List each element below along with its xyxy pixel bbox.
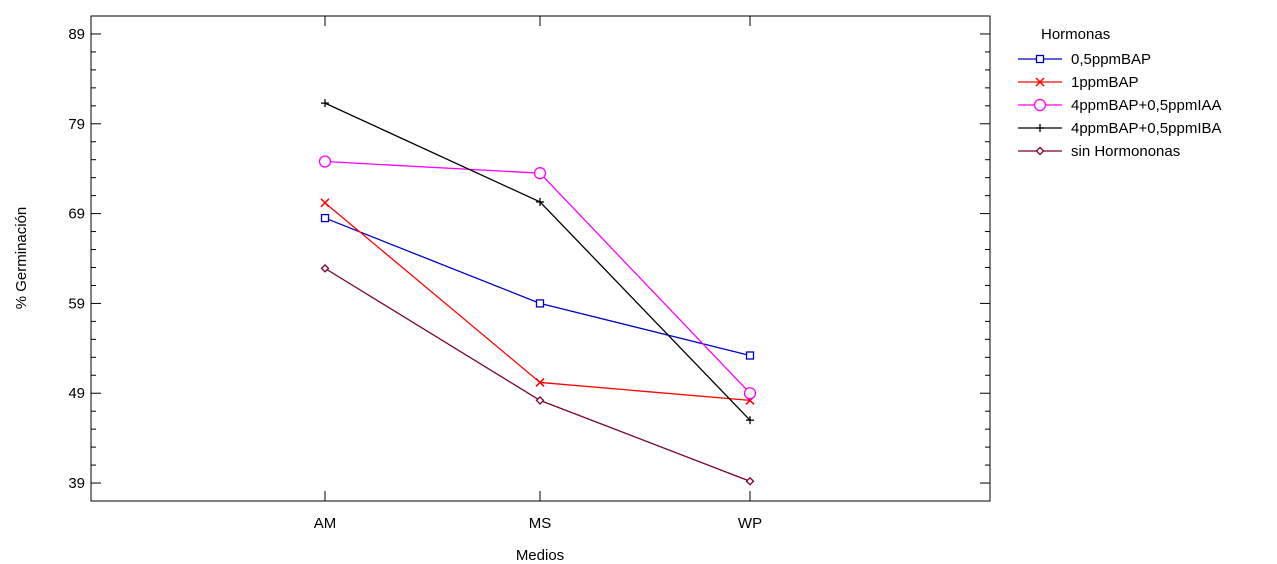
legend-item: 1ppmBAP <box>1018 74 1139 91</box>
data-point <box>745 351 755 360</box>
legend-item: sin Hormononas <box>1018 143 1180 160</box>
legend-marker <box>1036 124 1044 132</box>
legend-label: 4ppmBAP+0,5ppmIBA <box>1071 120 1222 137</box>
legend: Hormonas 0,5ppmBAP 1ppmBAP 4ppmBAP+0,5ppmI… <box>1018 26 1222 160</box>
x-tick-label: WP <box>738 515 762 532</box>
data-point <box>318 155 332 168</box>
legend-item: 0,5ppmBAP <box>1018 51 1151 68</box>
y-axis-ticks: 39 49 59 69 79 89 <box>68 15 990 502</box>
y-tick-label: 49 <box>68 385 85 402</box>
series-line <box>324 217 751 357</box>
y-tick-label: 39 <box>68 475 85 492</box>
legend-marker <box>1033 98 1047 112</box>
legend-label: sin Hormononas <box>1071 143 1180 160</box>
legend-marker <box>1035 146 1045 156</box>
x-axis-label: Medios <box>516 547 564 564</box>
data-point <box>533 167 547 180</box>
legend-item: 4ppmBAP+0,5ppmIBA <box>1018 120 1222 137</box>
series-layer <box>318 99 757 486</box>
series-3 <box>321 99 754 425</box>
data-point <box>535 299 545 308</box>
series-0 <box>320 213 755 360</box>
series-2 <box>318 155 757 400</box>
legend-label: 0,5ppmBAP <box>1071 51 1151 68</box>
data-point <box>536 197 544 206</box>
series-line <box>324 102 751 421</box>
y-tick-label: 59 <box>68 295 85 312</box>
data-point <box>535 395 545 405</box>
data-point <box>535 377 545 387</box>
data-point <box>320 263 330 273</box>
series-4 <box>320 263 755 486</box>
data-point <box>321 99 329 108</box>
data-point <box>320 213 330 223</box>
legend-label: 4ppmBAP+0,5ppmIAA <box>1071 97 1222 114</box>
legend-title: Hormonas <box>1041 26 1110 43</box>
x-tick-label: AM <box>314 515 337 532</box>
legend-item: 4ppmBAP+0,5ppmIAA <box>1018 97 1222 114</box>
legend-marker <box>1035 77 1045 87</box>
x-tick-label: MS <box>529 515 552 532</box>
series-1 <box>320 198 755 405</box>
data-point <box>743 387 757 400</box>
data-point <box>746 416 754 425</box>
y-tick-label: 69 <box>68 206 85 223</box>
series-line <box>324 160 751 394</box>
legend-label: 1ppmBAP <box>1071 74 1139 91</box>
y-tick-label: 89 <box>68 26 85 43</box>
legend-marker <box>1035 54 1045 64</box>
y-axis-label: % Germinación <box>13 207 30 310</box>
x-axis-ticks: AM MS WP <box>314 16 762 532</box>
plot-frame <box>90 15 991 502</box>
data-point <box>745 476 755 486</box>
y-tick-label: 79 <box>68 116 85 133</box>
data-point <box>320 198 330 208</box>
